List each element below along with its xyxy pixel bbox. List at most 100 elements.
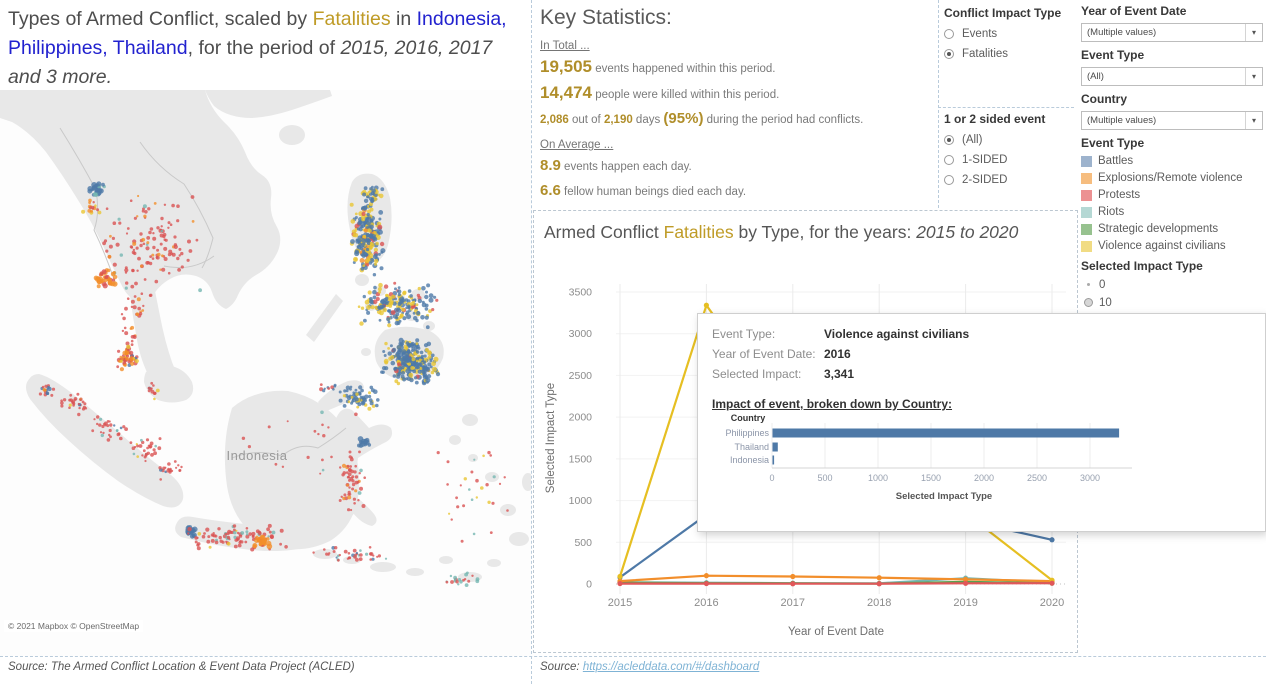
separator-bottom [0,656,1266,657]
radio-label: 1-SIDED [962,154,1007,166]
tooltip: Event Type:Violence against civiliansYea… [697,313,1266,532]
dropdown-control[interactable]: (Multiple values)▾ [1081,23,1263,42]
svg-text:1500: 1500 [921,473,941,483]
dropdown-label: Event Type [1081,48,1263,62]
legend-item-riots[interactable]: Riots [1081,206,1266,218]
svg-text:3000: 3000 [569,328,593,340]
tooltip-heading: Impact of event, broken down by Country: [712,397,1265,411]
title-part-1: Fatalities [313,8,391,30]
key-stats-section-label: On Average ... [540,139,936,151]
tooltip-row-label: Selected Impact: [712,364,824,384]
dropdown-value: (All) [1082,71,1245,82]
chart-title-part-2: by Type, for the years: [734,222,917,242]
size-legend-item-0: 0 [1081,278,1266,291]
legend-swatch-icon [1081,190,1092,201]
separator-vertical-right [938,0,939,208]
key-stats-part-1-0-1: events happen each day. [561,161,692,173]
key-stats-row: 14,474 people were killed within this pe… [540,84,936,104]
dropdown-value: (Multiple values) [1082,27,1245,38]
radio-icon[interactable] [944,175,954,185]
radio-icon[interactable] [944,49,954,59]
filter-title: 1 or 2 sided event [944,112,1045,126]
dashboard: Types of Armed Conflict, scaled by Fatal… [0,0,1266,684]
radio-option-events[interactable]: Events [944,28,1061,40]
svg-text:1000: 1000 [569,495,593,507]
svg-text:2018: 2018 [867,597,891,609]
radio-label: Fatalities [962,48,1008,60]
radio-label: (All) [962,134,982,146]
key-stats-part-0-1-0: 14,474 [540,83,592,102]
legend-label: Riots [1098,206,1124,218]
svg-text:500: 500 [817,473,832,483]
legend-item-explosions-remote-violence[interactable]: Explosions/Remote violence [1081,172,1266,184]
line-chart-title: Armed Conflict Fatalities by Type, for t… [544,219,1064,246]
map-attribution: © 2021 Mapbox © OpenStreetMap [4,620,143,632]
size-symbol-icon [1081,283,1095,286]
key-stats-part-1-1-1: fellow human beings died each day. [561,186,746,198]
tooltip-row: Year of Event Date:2016 [712,344,1265,364]
chevron-down-icon[interactable]: ▾ [1245,112,1262,129]
map-southeast-asia[interactable]: Indonesia © 2021 Mapbox © OpenStreetMap [0,90,531,656]
svg-text:3500: 3500 [569,287,593,299]
legend-item-battles[interactable]: Battles [1081,155,1266,167]
radio-option--all-[interactable]: (All) [944,134,1045,146]
tooltip-row: Selected Impact:3,341 [712,364,1265,384]
tooltip-row-value: 2016 [824,344,851,364]
title-part-4: , for the period of [188,37,341,59]
dropdown-control[interactable]: (All)▾ [1081,67,1263,86]
chart-title-part-1: Fatalities [664,222,734,242]
dashboard-title: Types of Armed Conflict, scaled by Fatal… [8,5,526,92]
key-stats-part-0-2-0: 2,086 [540,114,569,126]
radio-icon[interactable] [944,135,954,145]
key-stats-part-1-0-0: 8.9 [540,157,561,174]
legend-label: Protests [1098,189,1140,201]
legend-swatch-icon [1081,241,1092,252]
tooltip-row-label: Event Type: [712,324,824,344]
svg-text:2000: 2000 [974,473,994,483]
svg-text:2015: 2015 [608,597,632,609]
source-left: Source: The Armed Conflict Location & Ev… [8,661,355,673]
key-stats-part-0-2-3: days [633,114,664,126]
size-legend-title: Selected Impact Type [1081,259,1266,273]
chevron-down-icon[interactable]: ▾ [1245,24,1262,41]
tooltip-bar-chart: 050010001500200025003000CountryPhilippin… [712,411,1264,519]
radio-icon[interactable] [944,29,954,39]
size-label: 0 [1099,279,1105,291]
size-legend: Selected Impact Type 0 10 [1081,259,1266,309]
radio-icon[interactable] [944,155,954,165]
legend-item-strategic-developments[interactable]: Strategic developments [1081,223,1266,235]
radio-option-2-sided[interactable]: 2-SIDED [944,174,1045,186]
separator-vertical-left [531,0,532,684]
title-part-0: Types of Armed Conflict, scaled by [8,8,313,30]
filter-title: Conflict Impact Type [944,6,1061,20]
map-country-label: Indonesia [212,448,302,463]
radio-option-1-sided[interactable]: 1-SIDED [944,154,1045,166]
size-legend-item-10: 10 [1081,296,1266,309]
map-canvas[interactable] [0,90,531,656]
source-right: Source: https://acleddata.com/#/dashboar… [540,661,759,673]
size-label: 10 [1099,297,1112,309]
radio-option-fatalities[interactable]: Fatalities [944,48,1061,60]
svg-text:2019: 2019 [953,597,977,609]
chevron-down-icon[interactable]: ▾ [1245,68,1262,85]
legend-label: Battles [1098,155,1133,167]
radio-label: 2-SIDED [962,174,1007,186]
svg-text:3000: 3000 [1080,473,1100,483]
dropdown-label: Year of Event Date [1081,4,1263,18]
svg-text:2000: 2000 [569,412,593,424]
legend-title: Event Type [1081,136,1266,150]
source-right-prefix: Source: [540,661,583,673]
svg-text:0: 0 [769,473,774,483]
svg-text:Thailand: Thailand [734,442,769,452]
svg-text:2016: 2016 [694,597,718,609]
legend-item-protests[interactable]: Protests [1081,189,1266,201]
legend-item-violence-against-civilians[interactable]: Violence against civilians [1081,240,1266,252]
svg-text:1500: 1500 [569,453,593,465]
size-symbol-icon [1081,298,1095,307]
key-stats-part-1-1-0: 6.6 [540,182,561,199]
svg-text:Year of Event Date: Year of Event Date [788,626,884,638]
dropdown-event-type: Event Type (All)▾ [1081,48,1263,86]
source-link[interactable]: https://acleddata.com/#/dashboard [583,661,759,673]
dropdown-control[interactable]: (Multiple values)▾ [1081,111,1263,130]
filter-sided-event: 1 or 2 sided event (All) 1-SIDED 2-SIDED [944,112,1045,186]
